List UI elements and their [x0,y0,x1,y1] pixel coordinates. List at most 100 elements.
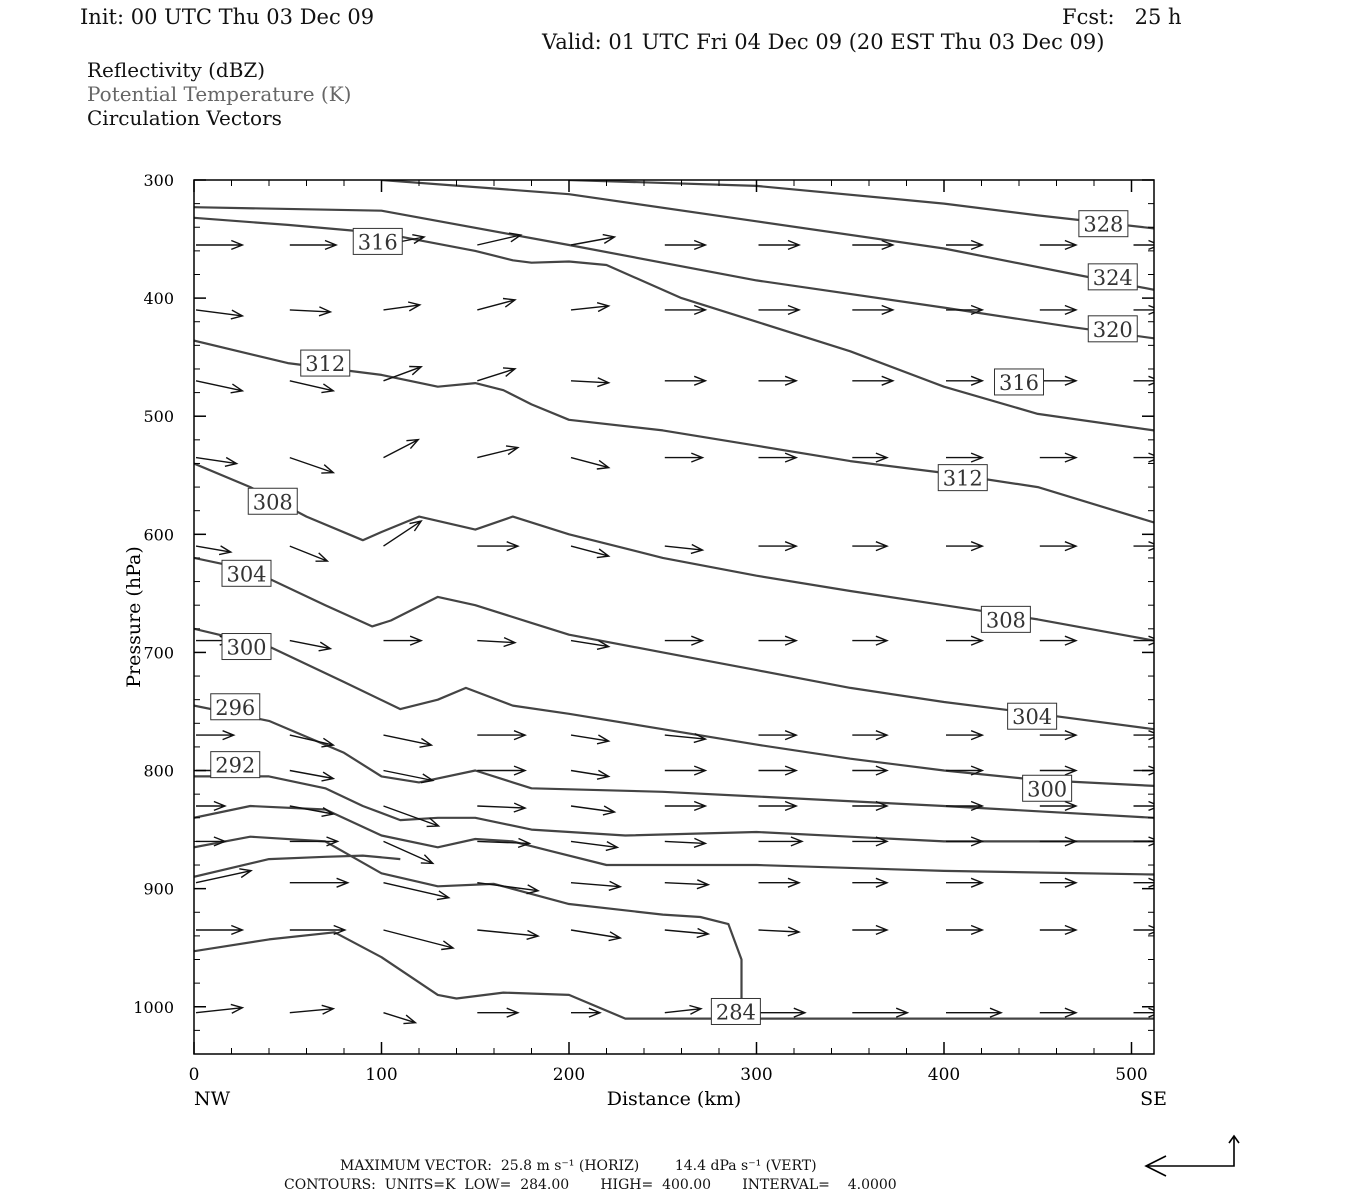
axes: 300 400 500 600 700 800 900 1000 0 100 200 300 400 50… [133,171,1154,1085]
contour-label: 320 [1087,315,1138,343]
vector-arrow [195,1003,245,1014]
contour-label: 308 [247,487,298,515]
contour-label-text: 312 [943,467,983,491]
contour-line [194,627,1154,787]
contour-label-text: 296 [215,696,255,720]
vector-arrow [383,929,455,951]
contour-label: 300 [221,633,272,661]
contour-label: 308 [980,605,1031,633]
vector-arrow [1133,452,1154,463]
vector-arrow [1133,304,1154,316]
y-tick-label: 700 [143,643,174,662]
vector-arrow [946,765,985,776]
vector-arrow [383,301,422,312]
y-axis-label: Pressure (hPa) [123,546,145,688]
max-vector-note: MAXIMUM VECTOR: 25.8 m s⁻¹ (HORIZ) 14.4 … [340,1158,817,1174]
vector-arrow [477,636,517,648]
vector-arrow [1133,541,1154,552]
contour-label: 304 [1007,702,1058,730]
contour-label-text: 304 [1012,705,1052,729]
y-tick-label: 300 [143,171,174,190]
vector-arrow [1039,375,1078,386]
theta-contours [194,180,1154,1020]
vector-arrow [477,765,527,776]
x-tick-label: 100 [365,1065,397,1085]
vector-arrow [852,924,889,936]
x-tick-label: 500 [1115,1065,1147,1085]
vector-arrow [383,520,423,547]
vector-arrow [477,297,517,311]
vector-arrow [196,730,236,741]
vector-arrow [946,304,985,316]
vector-arrow [1133,1007,1154,1018]
vector-arrow [383,734,434,748]
vector-arrow [570,769,611,780]
vector-arrow [852,836,889,847]
contour-label-text: 308 [986,608,1026,632]
vector-arrow [664,800,708,812]
vector-arrow [664,765,708,776]
vector-arrow [477,802,527,813]
vector-arrow [664,635,705,646]
vector-arrow [1039,730,1078,741]
vector-arrow [196,800,227,812]
contour-label-text: 300 [1027,777,1067,801]
vector-arrow [196,239,245,251]
contour-label: 292 [210,751,261,779]
contour-label-text: 324 [1093,266,1133,290]
vector-arrow [758,375,799,386]
contour-label: 312 [937,464,988,492]
vector-arrow [946,635,985,646]
vector-arrow [852,304,895,316]
vector-arrow [571,1007,602,1018]
vector-arrow [1039,635,1078,646]
contour-line [381,180,1154,291]
vector-arrow [852,635,889,646]
contour-line [194,339,1154,524]
circulation-vectors [195,232,1154,1025]
vector-arrow [289,456,336,474]
vector-arrow [1133,239,1154,251]
contour-line [194,835,743,1007]
vector-arrow [1133,836,1154,847]
contour-label: 328 [1078,210,1129,238]
legend-circulation-vectors: Circulation Vectors [87,106,282,130]
vector-arrow [570,840,620,852]
vector-arrow [570,929,623,942]
vector-arrow [1133,877,1154,888]
vector-arrow [1039,924,1078,936]
vector-arrow [289,877,350,888]
vector-arrow [196,836,227,847]
vector-arrow [758,304,801,316]
y-tick-label: 800 [143,762,174,781]
contour-label-text: 284 [716,1000,756,1024]
contour-labels: 328 324 320 316 316 312 312 308 308 304 304 300 300 2… [210,210,1138,1025]
contour-label: 296 [210,693,261,721]
vector-arrow [946,541,985,552]
vector-arrow [852,765,889,776]
vector-arrow [570,805,617,816]
contour-label: 324 [1087,263,1138,291]
vector-arrow [477,929,540,940]
vector-arrow [946,375,985,386]
vector-arrow [1039,541,1078,552]
contour-label: 312 [300,349,351,377]
vector-arrow [758,800,799,812]
contour-line [194,462,1154,642]
x-end-label-nw: NW [194,1088,231,1110]
vector-arrow [1133,924,1154,936]
x-tick-label: 400 [928,1065,960,1085]
vector-arrow [289,769,336,782]
vector-arrow [664,452,705,463]
vector-arrow [570,545,611,559]
reference-vector-icon [1144,1134,1240,1177]
plot-frame [193,179,1155,1055]
vector-arrow [289,836,340,847]
y-tick-label: 400 [143,289,174,308]
vector-arrow [477,232,523,246]
contour-label: 316 [994,368,1044,396]
y-tick-label: 600 [143,525,174,544]
vector-arrow [664,732,708,744]
vector-arrow [664,1004,703,1015]
